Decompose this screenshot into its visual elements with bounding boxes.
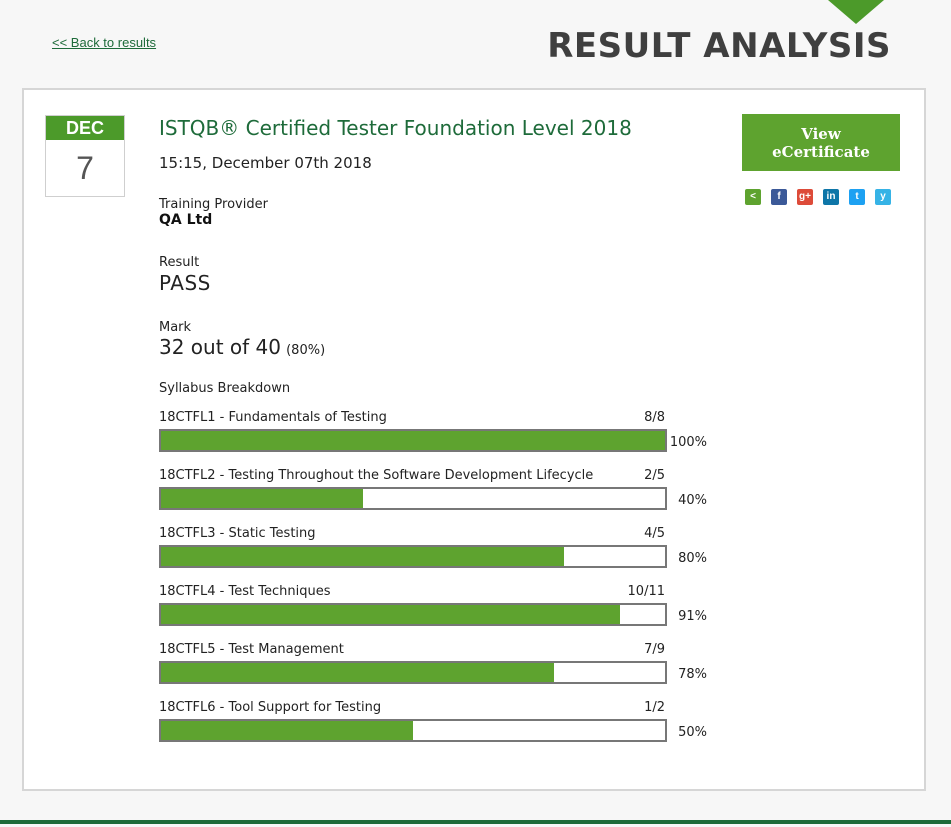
syllabus-score: 2/5 — [644, 468, 665, 483]
syllabus-progress-bar — [159, 603, 667, 626]
result-section: Result PASS — [159, 255, 719, 295]
syllabus-progress-bar — [159, 719, 667, 742]
linkedin-icon[interactable]: in — [823, 189, 839, 205]
syllabus-section: Syllabus Breakdown 18CTFL1 - Fundamental… — [159, 381, 719, 758]
result-card: DEC 7 ISTQB® Certified Tester Foundation… — [22, 88, 926, 791]
syllabus-progress-bar — [159, 545, 667, 568]
provider-value: QA Ltd — [159, 212, 213, 228]
mark-line: 32 out of 40 (80%) — [159, 335, 719, 359]
syllabus-progress-fill — [161, 605, 620, 624]
syllabus-percentage: 50% — [678, 725, 707, 740]
date-badge: DEC 7 — [45, 115, 125, 197]
google-plus-icon[interactable]: g+ — [797, 189, 813, 205]
syllabus-score: 4/5 — [644, 526, 665, 541]
date-day: 7 — [76, 150, 94, 186]
syllabus-progress-fill — [161, 431, 665, 450]
mark-label: Mark — [159, 320, 192, 335]
date-month: DEC — [46, 116, 124, 140]
header-arrow-decoration — [828, 0, 884, 24]
syllabus-percentage: 100% — [669, 435, 707, 450]
twitter-icon[interactable]: t — [849, 189, 865, 205]
syllabus-progress-bar — [159, 661, 667, 684]
syllabus-row: 18CTFL2 - Testing Throughout the Softwar… — [159, 468, 719, 526]
exam-title: ISTQB® Certified Tester Foundation Level… — [159, 116, 632, 140]
facebook-icon[interactable]: f — [771, 189, 787, 205]
syllabus-score: 1/2 — [644, 700, 665, 715]
syllabus-row: 18CTFL4 - Test Techniques 10/11 91% — [159, 584, 719, 642]
result-label: Result — [159, 255, 200, 270]
view-ecertificate-button[interactable]: View eCertificate — [742, 114, 900, 171]
provider-section: Training Provider QA Ltd — [159, 197, 719, 228]
syllabus-name: 18CTFL5 - Test Management — [159, 642, 344, 657]
yammer-icon[interactable]: y — [875, 189, 891, 205]
syllabus-progress-fill — [161, 663, 555, 682]
cert-button-line1: View — [801, 125, 841, 143]
syllabus-progress-bar — [159, 429, 667, 452]
mark-value: 32 out of 40 — [159, 335, 282, 359]
syllabus-percentage: 40% — [678, 493, 707, 508]
page-title: RESULT ANALYSIS — [547, 26, 891, 66]
syllabus-heading: Syllabus Breakdown — [159, 381, 291, 396]
syllabus-row: 18CTFL5 - Test Management 7/9 78% — [159, 642, 719, 700]
syllabus-progress-bar — [159, 487, 667, 510]
syllabus-score: 8/8 — [644, 410, 665, 425]
share-icon[interactable]: < — [745, 189, 761, 205]
syllabus-score: 7/9 — [644, 642, 665, 657]
exam-details: ISTQB® Certified Tester Foundation Level… — [159, 114, 719, 758]
back-to-results-link[interactable]: << Back to results — [52, 35, 157, 50]
mark-percentage: (80%) — [286, 343, 326, 358]
syllabus-progress-fill — [161, 721, 413, 740]
syllabus-name: 18CTFL6 - Tool Support for Testing — [159, 700, 382, 715]
syllabus-row: 18CTFL3 - Static Testing 4/5 80% — [159, 526, 719, 584]
footer-divider — [0, 820, 951, 824]
exam-datetime: 15:15, December 07th 2018 — [159, 154, 372, 172]
result-value: PASS — [159, 271, 211, 295]
syllabus-list: 18CTFL1 - Fundamentals of Testing 8/8 10… — [159, 410, 719, 758]
share-icons: < f g+ in t y — [745, 189, 891, 205]
syllabus-row: 18CTFL6 - Tool Support for Testing 1/2 5… — [159, 700, 719, 758]
syllabus-percentage: 91% — [678, 609, 707, 624]
syllabus-percentage: 78% — [678, 667, 707, 682]
syllabus-row: 18CTFL1 - Fundamentals of Testing 8/8 10… — [159, 410, 719, 468]
syllabus-name: 18CTFL1 - Fundamentals of Testing — [159, 410, 387, 425]
syllabus-name: 18CTFL3 - Static Testing — [159, 526, 316, 541]
syllabus-progress-fill — [161, 489, 363, 508]
mark-section: Mark 32 out of 40 (80%) — [159, 320, 719, 359]
syllabus-score: 10/11 — [627, 584, 665, 599]
syllabus-progress-fill — [161, 547, 565, 566]
syllabus-percentage: 80% — [678, 551, 707, 566]
provider-label: Training Provider — [159, 197, 268, 212]
cert-button-line2: eCertificate — [772, 143, 870, 161]
syllabus-name: 18CTFL2 - Testing Throughout the Softwar… — [159, 468, 594, 483]
syllabus-name: 18CTFL4 - Test Techniques — [159, 584, 331, 599]
